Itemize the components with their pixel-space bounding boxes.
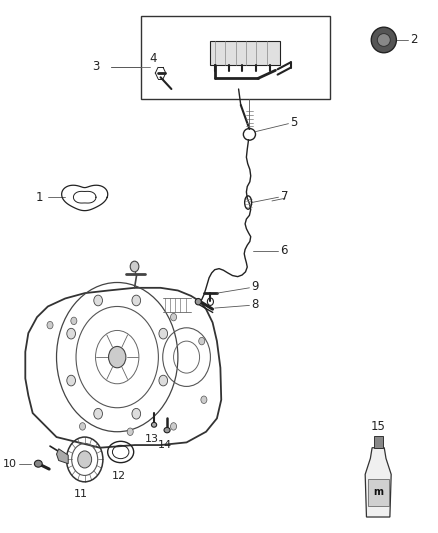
- Circle shape: [127, 428, 133, 435]
- Ellipse shape: [35, 460, 42, 467]
- Circle shape: [78, 451, 92, 468]
- Circle shape: [109, 346, 126, 368]
- Text: 7: 7: [281, 190, 288, 203]
- Circle shape: [94, 295, 102, 306]
- Ellipse shape: [195, 298, 201, 305]
- Circle shape: [199, 337, 205, 345]
- Circle shape: [159, 328, 168, 339]
- Bar: [368, 479, 389, 506]
- Circle shape: [94, 408, 102, 419]
- Bar: [374, 436, 382, 448]
- Bar: [210, 41, 280, 65]
- Ellipse shape: [371, 27, 396, 53]
- Circle shape: [170, 423, 177, 430]
- Circle shape: [79, 423, 85, 430]
- Text: 13: 13: [145, 434, 159, 444]
- Circle shape: [67, 375, 75, 386]
- Text: 6: 6: [280, 244, 287, 257]
- Circle shape: [130, 261, 139, 272]
- Circle shape: [47, 321, 53, 329]
- Text: m: m: [373, 487, 383, 497]
- Polygon shape: [365, 448, 391, 517]
- Ellipse shape: [377, 34, 390, 46]
- Circle shape: [170, 313, 177, 321]
- Polygon shape: [57, 449, 68, 464]
- Ellipse shape: [152, 422, 157, 427]
- Circle shape: [132, 295, 141, 306]
- Ellipse shape: [164, 427, 170, 433]
- Circle shape: [159, 375, 168, 386]
- Circle shape: [71, 317, 77, 325]
- Text: 8: 8: [251, 298, 259, 311]
- Text: 10: 10: [3, 459, 17, 469]
- Text: 5: 5: [290, 116, 298, 129]
- Text: 15: 15: [371, 420, 385, 433]
- Text: 11: 11: [73, 489, 87, 499]
- Text: 1: 1: [36, 191, 43, 204]
- Text: 12: 12: [111, 471, 126, 481]
- Text: 2: 2: [410, 34, 417, 46]
- Text: 3: 3: [92, 60, 100, 73]
- Circle shape: [201, 396, 207, 403]
- Circle shape: [132, 408, 141, 419]
- Bar: [141, 16, 330, 99]
- Text: 14: 14: [158, 440, 172, 449]
- Text: 9: 9: [251, 280, 259, 293]
- Text: 4: 4: [150, 52, 157, 65]
- Circle shape: [67, 328, 75, 339]
